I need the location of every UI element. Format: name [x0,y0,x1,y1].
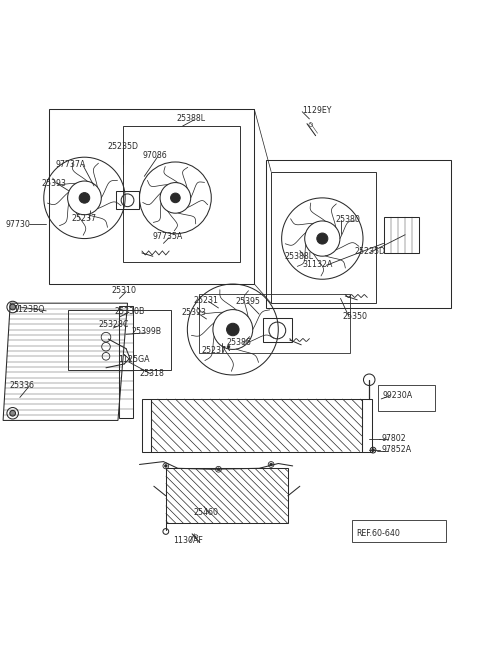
Circle shape [270,463,273,466]
Text: 25399B: 25399B [132,328,162,336]
Text: 25330B: 25330B [115,307,145,316]
Text: 99230A: 99230A [383,391,413,399]
Circle shape [79,192,90,203]
Bar [271,171,376,303]
Text: 31132A: 31132A [302,260,333,269]
Text: 1123BQ: 1123BQ [12,305,44,314]
Text: 25237: 25237 [72,214,96,223]
Bar [266,159,451,308]
Text: 97737A: 97737A [56,160,86,169]
Text: 25460: 25460 [193,508,218,517]
Circle shape [217,468,220,471]
Bar [116,191,140,210]
Bar [352,519,446,542]
Text: 25231: 25231 [193,296,218,305]
Circle shape [227,345,230,348]
Text: 25393: 25393 [181,308,206,317]
Text: 25350: 25350 [342,312,367,320]
Circle shape [170,193,180,203]
Bar [384,217,420,253]
Text: 1130AF: 1130AF [173,536,203,545]
Bar [123,126,240,262]
Circle shape [10,411,15,416]
Bar [68,310,170,370]
Text: 1129EY: 1129EY [302,106,332,115]
Circle shape [164,465,167,467]
Text: REF.60-640: REF.60-640 [356,529,400,538]
Bar [378,385,435,411]
Bar [166,469,288,523]
Circle shape [317,233,328,244]
Text: 97735A: 97735A [153,232,183,241]
Text: 25393: 25393 [41,179,66,188]
Bar [199,294,350,353]
Text: 25318: 25318 [140,368,164,378]
Bar [263,318,292,343]
Circle shape [10,304,15,310]
Text: 97802: 97802 [381,434,406,443]
Bar [48,109,254,284]
Text: 25310: 25310 [112,286,137,295]
Text: 97852A: 97852A [381,445,411,454]
Text: 25237: 25237 [202,346,227,355]
Text: 1125GA: 1125GA [119,355,150,364]
Text: 25395: 25395 [235,297,260,306]
Text: 25386: 25386 [227,338,252,347]
Circle shape [227,324,239,335]
Text: 25235D: 25235D [108,142,139,151]
Text: 25388L: 25388L [284,252,313,261]
Text: 25380: 25380 [336,215,360,224]
Text: 25328C: 25328C [98,320,129,330]
Text: 25388L: 25388L [177,115,206,123]
Text: 25235D: 25235D [355,247,386,256]
Bar [120,306,133,418]
Text: 97086: 97086 [143,152,167,160]
Circle shape [372,449,374,451]
Text: 97730: 97730 [5,219,30,229]
Text: 25336: 25336 [9,380,34,389]
